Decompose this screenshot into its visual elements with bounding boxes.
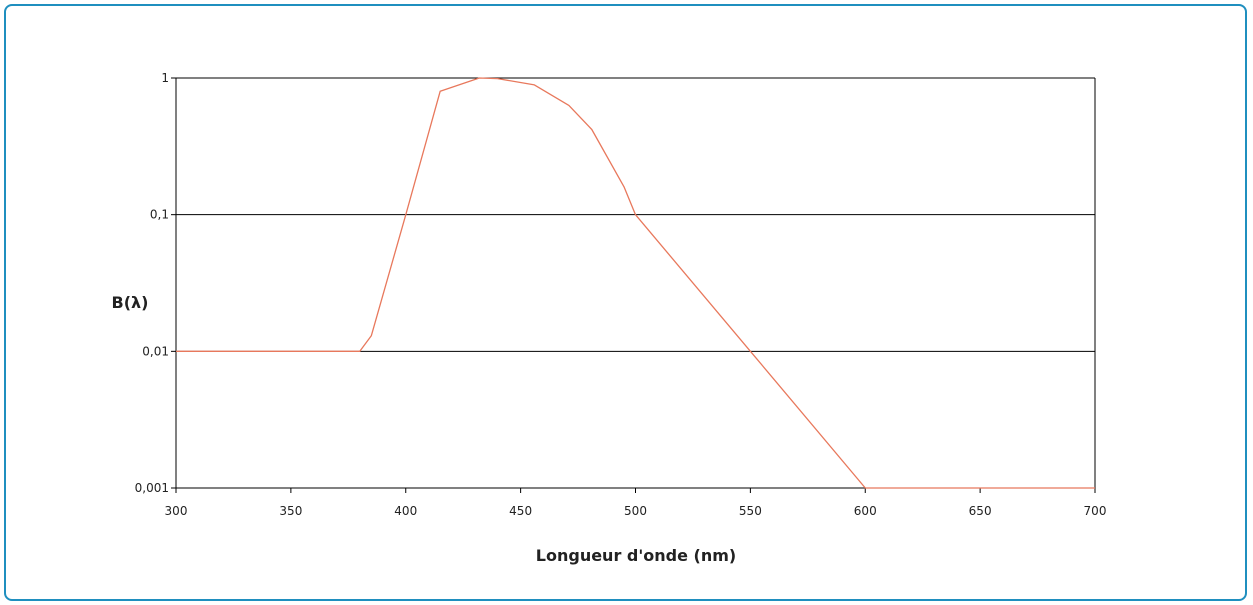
x-axis-title: Longueur d'onde (nm) [536, 546, 736, 565]
y-tick-label: 0,001 [135, 481, 169, 495]
x-tick-label: 700 [1084, 504, 1107, 518]
x-tick-label: 300 [165, 504, 188, 518]
y-tick-label: 0,01 [142, 344, 169, 358]
x-tick-label: 550 [739, 504, 762, 518]
x-tick-label: 500 [624, 504, 647, 518]
label-layer: 0,001 0,01 0,1 1 300 350 400 450 500 550 600 650 700 [135, 71, 1107, 518]
series-line [176, 77, 1095, 489]
x-tick-label: 600 [854, 504, 877, 518]
x-tick-label: 450 [509, 504, 532, 518]
series-layer [176, 77, 1095, 489]
chart-frame [4, 4, 1247, 601]
x-tick-label: 650 [969, 504, 992, 518]
y-tick-label: 0,1 [150, 208, 169, 222]
y-tick-label: 1 [161, 71, 169, 85]
x-tick-label: 400 [394, 504, 417, 518]
axis-layer [171, 77, 1096, 493]
y-axis-title: B(λ) [112, 293, 149, 312]
grid-layer [176, 77, 1095, 489]
x-tick-label: 350 [279, 504, 302, 518]
